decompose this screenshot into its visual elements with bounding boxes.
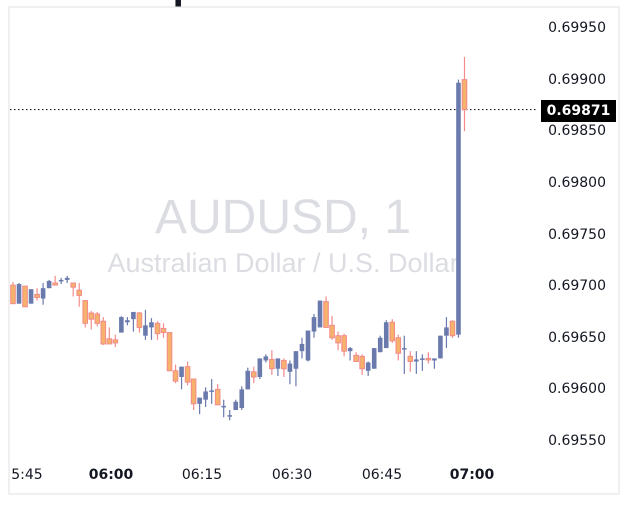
last-price-label: 0.69871 (541, 100, 616, 122)
price-tick-label: 0.69950 (548, 20, 606, 36)
time-axis[interactable]: 5:45 06:00 06:15 06:30 06:45 07:00 (10, 461, 536, 491)
price-tick-label: 0.69850 (548, 123, 606, 140)
candle (281, 358, 287, 377)
candle (377, 335, 383, 353)
candle (407, 351, 414, 372)
candle (221, 399, 226, 418)
candle (16, 283, 22, 304)
candle (46, 279, 52, 289)
candle (251, 366, 257, 384)
candle (70, 282, 77, 297)
time-tick-label: 06:00 (88, 467, 134, 483)
time-tick-label: 06:30 (271, 467, 313, 483)
price-tick-label: 0.69900 (548, 71, 606, 88)
time-tick-label: 06:45 (361, 467, 403, 483)
candle (402, 335, 407, 374)
candle (456, 79, 461, 338)
candle (190, 378, 197, 411)
candle (172, 364, 179, 384)
candle (76, 283, 83, 307)
candle (365, 361, 371, 376)
candle (131, 311, 136, 332)
candle (94, 311, 101, 327)
price-tick-label: 0.69550 (548, 433, 606, 449)
candle (329, 316, 335, 340)
candle (341, 333, 347, 357)
time-tick-label: 07:00 (449, 467, 495, 483)
candle (414, 351, 419, 374)
candle (269, 350, 275, 375)
candle (420, 354, 425, 371)
candle (34, 288, 40, 301)
candle (432, 358, 437, 369)
candle (461, 56, 468, 132)
candle (154, 321, 161, 340)
chart-frame (8, 6, 620, 495)
candle (263, 354, 269, 363)
candle (106, 327, 113, 345)
candle (40, 283, 46, 305)
candle (425, 352, 432, 364)
candle (136, 311, 143, 333)
candle (275, 358, 281, 376)
candle (438, 335, 443, 359)
candle (323, 296, 329, 328)
candle (209, 379, 214, 404)
candle (184, 361, 191, 386)
candlestick-series (10, 56, 536, 421)
price-axis[interactable]: 0.69950 0.69900 0.69850 0.69800 0.69750 0.697… (536, 8, 620, 461)
candle (359, 354, 365, 375)
candle (88, 310, 95, 330)
candle (197, 397, 202, 415)
candle (299, 337, 305, 359)
candle (257, 358, 263, 380)
price-tick-label: 0.69600 (548, 381, 606, 398)
candle (347, 347, 353, 361)
candle (52, 275, 58, 286)
legend-cutoff-text: ▐ (170, 0, 181, 7)
candle (179, 366, 184, 390)
chart-pane[interactable]: AUDUSD, 1 Australian Dollar / U.S. Dolla… (10, 8, 536, 461)
candle (166, 332, 173, 372)
candle (125, 317, 130, 326)
candle (287, 360, 293, 385)
price-tick-label: 0.69800 (548, 174, 606, 191)
candle (389, 319, 396, 343)
time-tick-label: 06:15 (181, 467, 223, 483)
candle (143, 309, 148, 340)
candle (64, 275, 70, 284)
price-tick-label: 0.69750 (548, 226, 606, 243)
candle (214, 384, 221, 406)
candle (245, 367, 251, 390)
candle (10, 281, 16, 305)
price-tick-label: 0.69650 (548, 329, 606, 346)
time-tick-label: 5:45 (11, 467, 43, 483)
candle (444, 317, 449, 349)
candle (317, 300, 323, 328)
candle (112, 334, 119, 348)
candle (449, 320, 456, 338)
candle (239, 386, 245, 411)
candle (371, 348, 377, 369)
price-tick-label: 0.69700 (548, 278, 606, 295)
candle (335, 331, 341, 351)
candle (203, 387, 208, 407)
candle (119, 316, 124, 333)
candle (100, 317, 107, 345)
candle (395, 334, 402, 361)
candle (82, 300, 89, 328)
candle (383, 320, 389, 349)
candle (311, 314, 317, 338)
candle (353, 352, 359, 362)
candle (160, 323, 167, 338)
candle (227, 410, 233, 421)
candle (28, 289, 34, 304)
candle (58, 277, 64, 285)
candle (22, 285, 28, 308)
candle (233, 399, 239, 411)
candle (293, 351, 299, 387)
candle (305, 330, 311, 362)
candle (149, 318, 154, 340)
